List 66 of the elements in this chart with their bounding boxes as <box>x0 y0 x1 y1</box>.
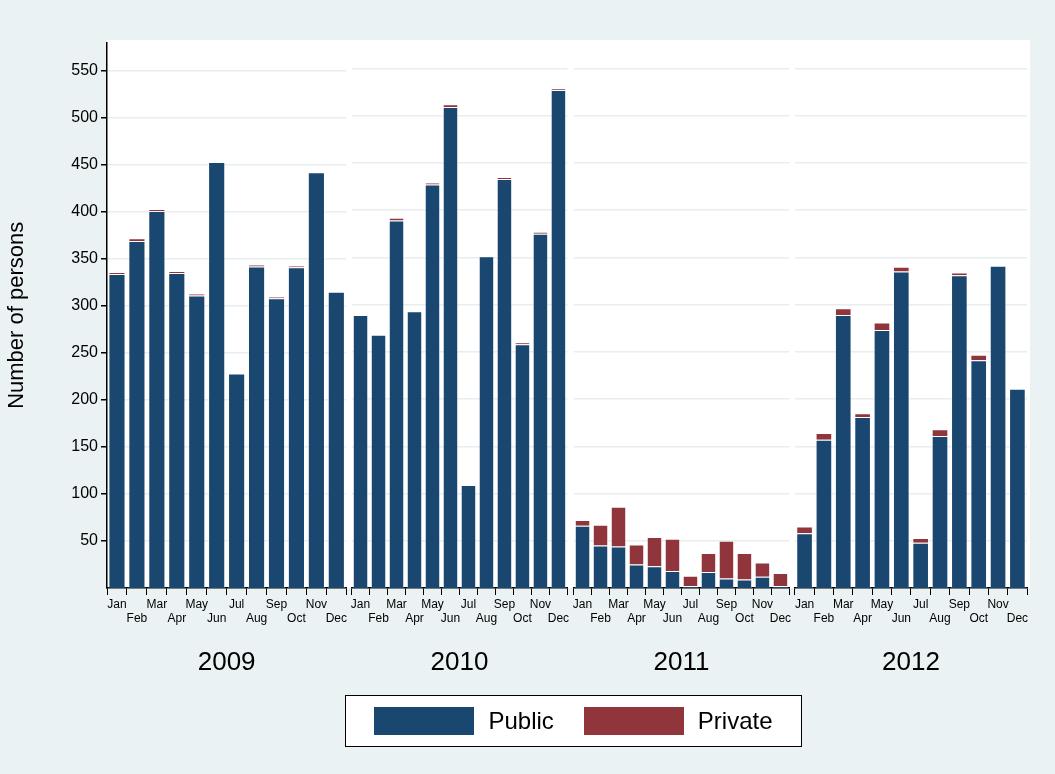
x-axis-title: 2010 <box>430 645 489 676</box>
x-tick-label: Jul <box>228 596 245 611</box>
x-tick-label: Dec <box>1006 610 1029 625</box>
x-tick-label: Apr <box>627 610 646 625</box>
y-axis-title: Number of persons <box>3 221 29 409</box>
x-tick-label: Feb <box>813 610 835 625</box>
x-tick-label: Dec <box>547 610 570 625</box>
x-tick-label: Jan <box>572 596 593 611</box>
x-tick-label: Dec <box>325 610 347 625</box>
x-tick-label: Jan <box>350 596 371 611</box>
x-axis-title: 2011 <box>653 645 710 676</box>
y-tick-label: 450 <box>71 155 99 173</box>
x-tick-label: Sep <box>948 596 971 611</box>
x-axis-title: 2009 <box>197 645 256 676</box>
y-tick-label: 150 <box>71 437 99 455</box>
x-tick-label: Nov <box>987 596 1009 611</box>
x-tick-label: Jun <box>891 610 911 625</box>
x-tick-label: Feb <box>368 610 390 625</box>
x-tick-label: Oct <box>513 610 533 625</box>
x-tick-label: Aug <box>929 610 951 625</box>
x-tick-label: Mar <box>832 596 854 611</box>
y-tick-label: 100 <box>71 484 99 502</box>
y-tick-label: 350 <box>71 249 99 267</box>
x-tick-label: Jan <box>794 596 815 611</box>
y-tick-label: 500 <box>71 108 99 126</box>
x-tick-label: Jul <box>912 596 929 611</box>
x-tick-label: Mar <box>608 596 629 611</box>
legend-label: Private <box>697 707 773 735</box>
y-tick-label: 550 <box>71 61 99 79</box>
y-tick-label: 250 <box>71 343 99 361</box>
x-axis-title: 2012 <box>882 645 940 676</box>
x-tick-label: Sep <box>715 596 738 611</box>
x-tick-label: Nov <box>529 596 552 611</box>
x-tick-label: Dec <box>769 610 792 625</box>
x-tick-label: Sep <box>265 596 288 611</box>
x-tick-label: May <box>643 596 666 611</box>
x-tick-label: Jun <box>440 610 461 625</box>
x-tick-label: Nov <box>305 596 328 611</box>
x-tick-label: May <box>421 596 444 611</box>
x-tick-label: Jul <box>682 596 699 611</box>
x-tick-label: Apr <box>405 610 424 625</box>
x-tick-label: May <box>870 596 894 611</box>
x-tick-label: Oct <box>735 610 755 625</box>
x-tick-label: Aug <box>475 610 498 625</box>
x-tick-label: Apr <box>167 610 187 625</box>
y-tick-label: 400 <box>71 202 99 220</box>
x-tick-label: May <box>185 596 209 611</box>
x-tick-label: Jul <box>460 596 477 611</box>
y-tick-label: 300 <box>71 296 99 314</box>
x-tick-label: Feb <box>126 610 148 625</box>
x-tick-label: Aug <box>697 610 720 625</box>
x-tick-label: Mar <box>146 596 168 611</box>
x-tick-label: Feb <box>590 610 612 625</box>
x-tick-label: Jun <box>207 610 227 625</box>
x-tick-label: Jan <box>107 596 127 611</box>
x-tick-label: Sep <box>493 596 516 611</box>
legend-label: Public <box>488 707 554 735</box>
x-tick-label: Apr <box>853 610 872 625</box>
x-tick-label: Jun <box>662 610 683 625</box>
y-tick-label: 50 <box>80 531 99 549</box>
x-tick-label: Nov <box>751 596 774 611</box>
x-tick-label: Aug <box>245 610 268 625</box>
x-tick-label: Oct <box>969 610 989 625</box>
x-tick-label: Mar <box>386 596 407 611</box>
x-tick-label: Oct <box>287 610 307 625</box>
y-tick-label: 200 <box>71 390 99 408</box>
